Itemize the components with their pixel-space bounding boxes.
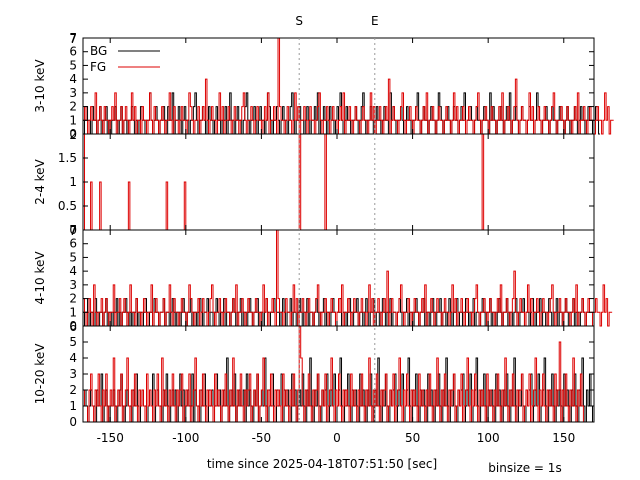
y-tick-label: 4 [69,351,77,365]
y-axis-label-4: 10-20 keV [33,343,47,405]
series-fg-panel-1 [83,37,614,135]
panel-frame-2 [82,133,595,231]
x-tick-label: -50 [252,431,272,445]
y-tick-label: 3 [69,367,77,381]
x-tick-label: 0 [333,431,341,445]
y-axis-label-2: 2-4 keV [33,158,47,204]
y-tick-label: 1.5 [58,151,77,165]
x-tick-label: -150 [97,431,124,445]
y-tick-label: 7 [69,224,77,238]
y-tick-label: 1 [69,113,77,127]
y-tick-label: 0 [69,319,77,333]
y-tick-label: 2 [69,383,77,397]
y-tick-label: 2 [69,128,77,142]
y-tick-label: 0 [69,127,77,141]
y-tick-label: 2 [69,100,77,114]
y-tick-label: 1 [69,305,77,319]
y-tick-label: 6 [69,237,77,251]
y-tick-label: 4 [69,264,77,278]
y-tick-label: 6 [69,320,77,334]
x-tick-label: -100 [172,431,199,445]
y-tick-label: 3 [69,86,77,100]
y-tick-label: 0 [69,415,77,429]
y-tick-label: 4 [69,72,77,86]
y-axis-label-3: 4-10 keV [33,251,47,305]
y-tick-label: 3 [69,278,77,292]
binsize-label: binsize = 1s [488,461,561,475]
y-tick-label: 1 [69,175,77,189]
x-tick-label: 50 [405,431,420,445]
y-tick-label: 7 [69,223,77,237]
y-tick-label: 7 [69,31,77,45]
marker-label-e: E [371,14,379,28]
y-tick-label: 5 [69,58,77,72]
panel-4: 0 1 2 3 4 56 10-20 keV [33,320,595,429]
y-tick-label: 7 [69,32,77,46]
y-axis-label-1: 3-10 keV [33,59,47,113]
x-tick-label: 100 [477,431,500,445]
x-tick-label: 150 [552,431,575,445]
panel-2: 0 0.5 1 1.5 2 2-4 keV [33,128,595,237]
y-tick-label: 5 [69,250,77,264]
legend-fg-label: FG [90,60,106,74]
y-tick-label: 0 [69,223,77,237]
y-tick-label: 6 [69,45,77,59]
legend-bg-label: BG [90,44,107,58]
x-axis: -150 -100 -50 0 50 100 150 [97,431,576,445]
y-tick-label: 0.5 [58,199,77,213]
series-fg-panel-3 [83,229,613,327]
x-axis-label: time since 2025-04-18T07:51:50 [sec] [207,457,437,471]
y-tick-label: 5 [69,335,77,349]
legend: BG FG [90,44,160,74]
series-fg-panel-2 [83,133,582,231]
y-tick-label: 1 [69,399,77,413]
y-tick-label: 2 [69,292,77,306]
marker-label-s: S [295,14,303,28]
